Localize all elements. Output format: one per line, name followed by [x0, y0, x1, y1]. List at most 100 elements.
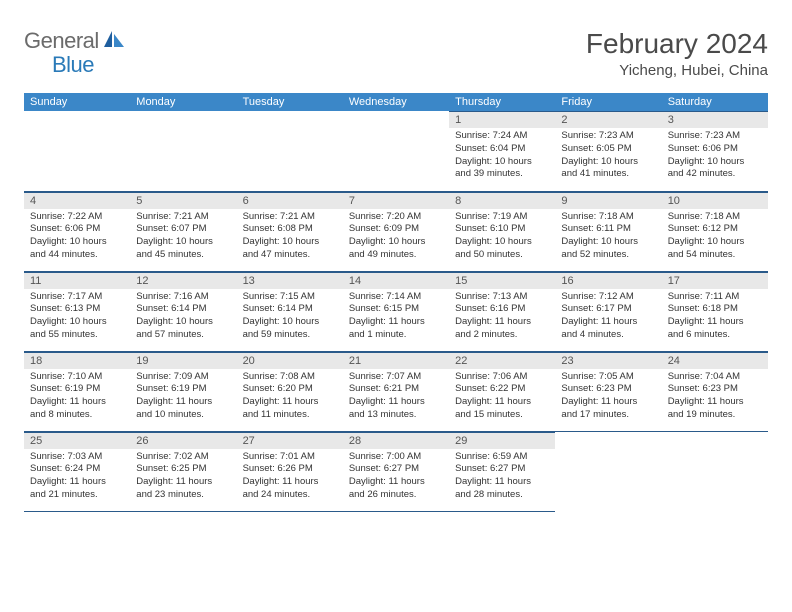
daylight-line-2: and 45 minutes.: [136, 249, 230, 262]
sunrise-line: Sunrise: 7:18 AM: [561, 211, 655, 224]
daylight-line-1: Daylight: 11 hours: [561, 396, 655, 409]
daylight-line-1: Daylight: 10 hours: [668, 236, 762, 249]
daylight-line-2: and 59 minutes.: [243, 329, 337, 342]
day-details: Sunrise: 7:05 AMSunset: 6:23 PMDaylight:…: [555, 369, 661, 426]
header: General February 2024 Yicheng, Hubei, Ch…: [24, 28, 768, 79]
sunset-line: Sunset: 6:10 PM: [455, 223, 549, 236]
day-details: Sunrise: 7:18 AMSunset: 6:12 PMDaylight:…: [662, 209, 768, 266]
daylight-line-2: and 47 minutes.: [243, 249, 337, 262]
day-cell: 29Sunrise: 6:59 AMSunset: 6:27 PMDayligh…: [449, 431, 555, 511]
day-number: 10: [662, 192, 768, 209]
sunrise-line: Sunrise: 7:11 AM: [668, 291, 762, 304]
sunset-line: Sunset: 6:06 PM: [30, 223, 124, 236]
day-cell: [343, 111, 449, 191]
empty-day-band: [24, 111, 130, 127]
daylight-line-1: Daylight: 10 hours: [455, 156, 549, 169]
day-cell: 10Sunrise: 7:18 AMSunset: 6:12 PMDayligh…: [662, 191, 768, 271]
day-details: Sunrise: 7:02 AMSunset: 6:25 PMDaylight:…: [130, 449, 236, 506]
day-cell: [24, 111, 130, 191]
daylight-line-1: Daylight: 11 hours: [243, 396, 337, 409]
day-details: Sunrise: 7:08 AMSunset: 6:20 PMDaylight:…: [237, 369, 343, 426]
calendar-body: 1Sunrise: 7:24 AMSunset: 6:04 PMDaylight…: [24, 111, 768, 511]
day-cell: 12Sunrise: 7:16 AMSunset: 6:14 PMDayligh…: [130, 271, 236, 351]
sunset-line: Sunset: 6:24 PM: [30, 463, 124, 476]
logo-sail-icon: [103, 30, 125, 53]
day-number: 4: [24, 192, 130, 209]
day-number: 15: [449, 272, 555, 289]
sunset-line: Sunset: 6:06 PM: [668, 143, 762, 156]
day-number: 1: [449, 111, 555, 128]
sunrise-line: Sunrise: 7:23 AM: [668, 130, 762, 143]
day-number: 14: [343, 272, 449, 289]
day-details: Sunrise: 7:13 AMSunset: 6:16 PMDaylight:…: [449, 289, 555, 346]
day-number: 28: [343, 432, 449, 449]
daylight-line-2: and 42 minutes.: [668, 168, 762, 181]
daylight-line-2: and 24 minutes.: [243, 489, 337, 502]
sunrise-line: Sunrise: 7:04 AM: [668, 371, 762, 384]
logo: General: [24, 28, 129, 54]
day-cell: 11Sunrise: 7:17 AMSunset: 6:13 PMDayligh…: [24, 271, 130, 351]
sunset-line: Sunset: 6:27 PM: [349, 463, 443, 476]
daylight-line-2: and 57 minutes.: [136, 329, 230, 342]
sunrise-line: Sunrise: 7:05 AM: [561, 371, 655, 384]
day-details: Sunrise: 7:21 AMSunset: 6:08 PMDaylight:…: [237, 209, 343, 266]
daylight-line-1: Daylight: 10 hours: [455, 236, 549, 249]
sunset-line: Sunset: 6:13 PM: [30, 303, 124, 316]
sunset-line: Sunset: 6:14 PM: [243, 303, 337, 316]
day-cell: 8Sunrise: 7:19 AMSunset: 6:10 PMDaylight…: [449, 191, 555, 271]
sunset-line: Sunset: 6:11 PM: [561, 223, 655, 236]
daylight-line-1: Daylight: 11 hours: [668, 316, 762, 329]
daylight-line-1: Daylight: 11 hours: [455, 316, 549, 329]
day-cell: 6Sunrise: 7:21 AMSunset: 6:08 PMDaylight…: [237, 191, 343, 271]
calendar-page: General February 2024 Yicheng, Hubei, Ch…: [0, 0, 792, 528]
daylight-line-2: and 13 minutes.: [349, 409, 443, 422]
day-number: 24: [662, 352, 768, 369]
sunrise-line: Sunrise: 7:12 AM: [561, 291, 655, 304]
day-details: Sunrise: 7:00 AMSunset: 6:27 PMDaylight:…: [343, 449, 449, 506]
sunset-line: Sunset: 6:19 PM: [136, 383, 230, 396]
sunrise-line: Sunrise: 7:00 AM: [349, 451, 443, 464]
day-details: Sunrise: 7:03 AMSunset: 6:24 PMDaylight:…: [24, 449, 130, 506]
daylight-line-2: and 44 minutes.: [30, 249, 124, 262]
dow-saturday: Saturday: [662, 93, 768, 111]
sunrise-line: Sunrise: 7:09 AM: [136, 371, 230, 384]
sunrise-line: Sunrise: 7:15 AM: [243, 291, 337, 304]
dow-monday: Monday: [130, 93, 236, 111]
day-cell: 1Sunrise: 7:24 AMSunset: 6:04 PMDaylight…: [449, 111, 555, 191]
daylight-line-1: Daylight: 11 hours: [349, 476, 443, 489]
daylight-line-1: Daylight: 10 hours: [561, 236, 655, 249]
sunset-line: Sunset: 6:26 PM: [243, 463, 337, 476]
daylight-line-1: Daylight: 11 hours: [349, 396, 443, 409]
daylight-line-2: and 23 minutes.: [136, 489, 230, 502]
day-cell: [130, 111, 236, 191]
sunrise-line: Sunrise: 7:08 AM: [243, 371, 337, 384]
sunrise-line: Sunrise: 7:14 AM: [349, 291, 443, 304]
day-cell: [662, 431, 768, 511]
logo-text-general: General: [24, 28, 99, 54]
daylight-line-2: and 15 minutes.: [455, 409, 549, 422]
sunset-line: Sunset: 6:23 PM: [668, 383, 762, 396]
daylight-line-1: Daylight: 10 hours: [668, 156, 762, 169]
day-details: Sunrise: 7:12 AMSunset: 6:17 PMDaylight:…: [555, 289, 661, 346]
day-details: Sunrise: 7:01 AMSunset: 6:26 PMDaylight:…: [237, 449, 343, 506]
sunset-line: Sunset: 6:05 PM: [561, 143, 655, 156]
day-details: Sunrise: 7:20 AMSunset: 6:09 PMDaylight:…: [343, 209, 449, 266]
day-cell: 25Sunrise: 7:03 AMSunset: 6:24 PMDayligh…: [24, 431, 130, 511]
day-cell: 4Sunrise: 7:22 AMSunset: 6:06 PMDaylight…: [24, 191, 130, 271]
sunset-line: Sunset: 6:21 PM: [349, 383, 443, 396]
day-cell: 3Sunrise: 7:23 AMSunset: 6:06 PMDaylight…: [662, 111, 768, 191]
daylight-line-2: and 39 minutes.: [455, 168, 549, 181]
daylight-line-1: Daylight: 10 hours: [349, 236, 443, 249]
sunset-line: Sunset: 6:14 PM: [136, 303, 230, 316]
sunset-line: Sunset: 6:18 PM: [668, 303, 762, 316]
day-details: Sunrise: 7:21 AMSunset: 6:07 PMDaylight:…: [130, 209, 236, 266]
sunset-line: Sunset: 6:19 PM: [30, 383, 124, 396]
day-cell: 7Sunrise: 7:20 AMSunset: 6:09 PMDaylight…: [343, 191, 449, 271]
daylight-line-1: Daylight: 11 hours: [668, 396, 762, 409]
sunrise-line: Sunrise: 7:13 AM: [455, 291, 549, 304]
day-number: 16: [555, 272, 661, 289]
sunset-line: Sunset: 6:25 PM: [136, 463, 230, 476]
sunrise-line: Sunrise: 7:22 AM: [30, 211, 124, 224]
daylight-line-2: and 55 minutes.: [30, 329, 124, 342]
sunset-line: Sunset: 6:16 PM: [455, 303, 549, 316]
